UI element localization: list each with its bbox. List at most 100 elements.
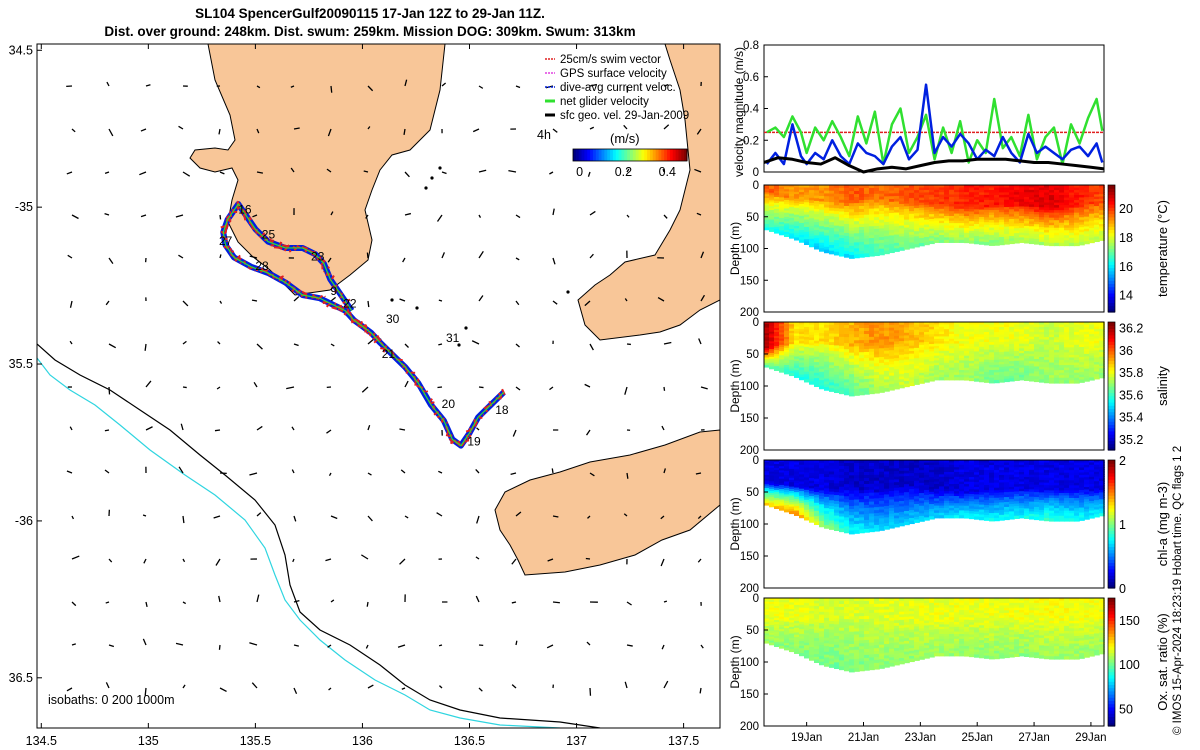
- heat-cell: [794, 207, 800, 211]
- heat-cell: [984, 242, 990, 246]
- heat-cell: [1034, 224, 1040, 228]
- heat-cell: [914, 220, 920, 225]
- heat-cell: [1029, 216, 1035, 220]
- heat-cell: [794, 196, 800, 200]
- heat-cell: [854, 233, 860, 238]
- heat-cell: [954, 218, 960, 222]
- sfc-velocity-arrow: [252, 214, 258, 218]
- heat-cell: [1004, 378, 1010, 383]
- heat-cell: [959, 225, 965, 229]
- legend-label: dive-avg current veloc.: [560, 82, 676, 94]
- swim-vector: [281, 244, 289, 248]
- heat-cell: [834, 216, 840, 221]
- heat-cell: [914, 381, 920, 385]
- day-label: 22: [343, 297, 357, 311]
- heat-cell: [779, 220, 785, 223]
- heat-cell: [864, 185, 870, 189]
- heat-cell: [769, 194, 775, 198]
- heat-cell: [964, 220, 970, 225]
- heat-cell: [1019, 237, 1025, 241]
- heat-cell: [894, 193, 900, 197]
- heat-cell: [989, 242, 995, 246]
- heat-cell: [1074, 192, 1080, 196]
- heat-cell: [794, 512, 800, 516]
- heat-cell: [834, 222, 840, 227]
- heat-cell: [999, 379, 1005, 383]
- heat-cell: [1084, 378, 1090, 382]
- heat-cell: [974, 194, 980, 198]
- heat-cell: [944, 232, 950, 236]
- heat-cell: [809, 519, 815, 523]
- heat-cell: [839, 229, 845, 233]
- heat-cell: [774, 216, 780, 220]
- heat-cell: [949, 189, 955, 193]
- sfc-velocity-arrow: [476, 515, 480, 524]
- swim-vector: [445, 421, 449, 424]
- heat-cell: [879, 234, 885, 238]
- sfc-velocity-arrow: [472, 128, 480, 133]
- heat-cell: [809, 215, 815, 220]
- sfc-velocity-arrow: [441, 82, 447, 87]
- colorbar-label: salinity: [1155, 366, 1170, 406]
- heat-cell: [914, 213, 920, 217]
- heat-cell: [959, 192, 965, 196]
- heat-cell: [874, 389, 880, 394]
- heat-cell: [764, 192, 770, 196]
- heat-cell: [999, 194, 1005, 199]
- sfc-velocity-arrow: [330, 343, 335, 347]
- heat-cell: [784, 509, 790, 513]
- heat-cell: [804, 192, 810, 196]
- heat-cell: [1014, 223, 1020, 227]
- heat-cell: [979, 224, 985, 228]
- swim-vector: [365, 331, 369, 335]
- heat-cell: [934, 213, 940, 217]
- heat-cell: [1064, 380, 1070, 384]
- heat-cell: [1064, 240, 1070, 244]
- sfc-velocity-arrow: [438, 644, 443, 647]
- heat-cell: [844, 193, 850, 198]
- heat-cell: [919, 205, 925, 209]
- colorbar-cell: [655, 149, 660, 161]
- heat-cell: [999, 239, 1005, 243]
- heat-cell: [814, 185, 820, 189]
- heat-cell: [1024, 216, 1030, 220]
- heat-cell: [934, 230, 940, 234]
- heat-cell: [789, 191, 795, 195]
- heat-cell: [1039, 236, 1045, 241]
- heat-cell: [1064, 222, 1070, 227]
- heat-cell: [984, 239, 990, 243]
- heat-cell: [994, 204, 1000, 209]
- heat-cell: [909, 237, 915, 241]
- heat-cell: [894, 196, 900, 200]
- heat-cell: [854, 236, 860, 241]
- sfc-velocity-arrow: [400, 469, 406, 474]
- sfc-velocity-arrow: [66, 171, 73, 175]
- heat-cell: [939, 215, 945, 220]
- heat-cell: [1044, 242, 1050, 246]
- chart-title-line2: Dist. over ground: 248km. Dist. swum: 25…: [104, 24, 636, 39]
- heat-cell: [1044, 189, 1050, 194]
- heat-cell: [784, 227, 790, 231]
- day-label: 21: [382, 347, 396, 361]
- heat-cell: [914, 519, 920, 523]
- sfc-velocity-arrow: [67, 254, 73, 259]
- day-label: 20: [442, 397, 456, 411]
- heat-cell: [794, 200, 800, 205]
- heat-cell: [819, 187, 825, 192]
- island-5: [457, 343, 461, 347]
- heat-cell: [989, 187, 995, 191]
- heat-cell: [954, 199, 960, 203]
- sfc-velocity-arrow: [104, 429, 110, 432]
- heat-cell: [989, 205, 995, 209]
- heat-cell: [909, 221, 915, 226]
- heat-cell: [769, 217, 775, 221]
- heat-cell: [1054, 197, 1060, 201]
- heat-cell: [879, 225, 885, 230]
- sfc-velocity-arrow: [293, 127, 300, 130]
- heat-cell: [989, 207, 995, 211]
- heat-cell: [1069, 235, 1075, 239]
- heat-cell: [969, 218, 975, 222]
- heat-cell: [869, 187, 875, 192]
